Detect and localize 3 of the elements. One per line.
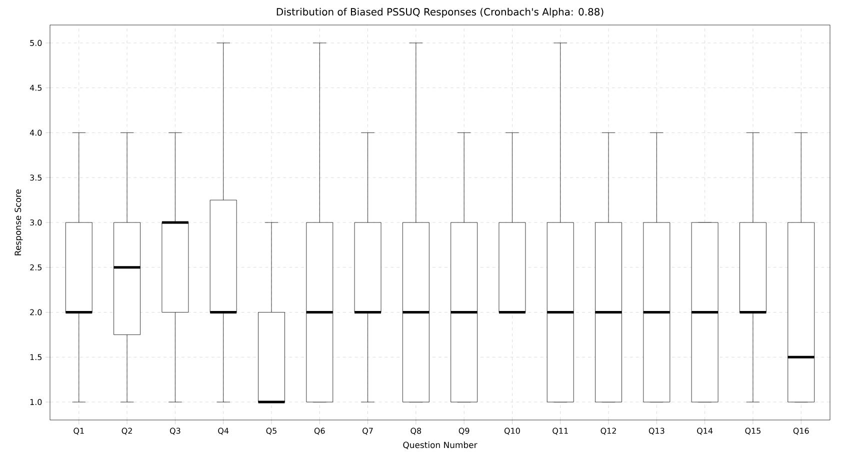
chart-title: Distribution of Biased PSSUQ Responses (Cronbach's Alpha: 0.88) — [276, 8, 604, 18]
x-axis-title: Question Number — [403, 442, 478, 450]
y-axis-title: Response Score — [14, 189, 23, 256]
